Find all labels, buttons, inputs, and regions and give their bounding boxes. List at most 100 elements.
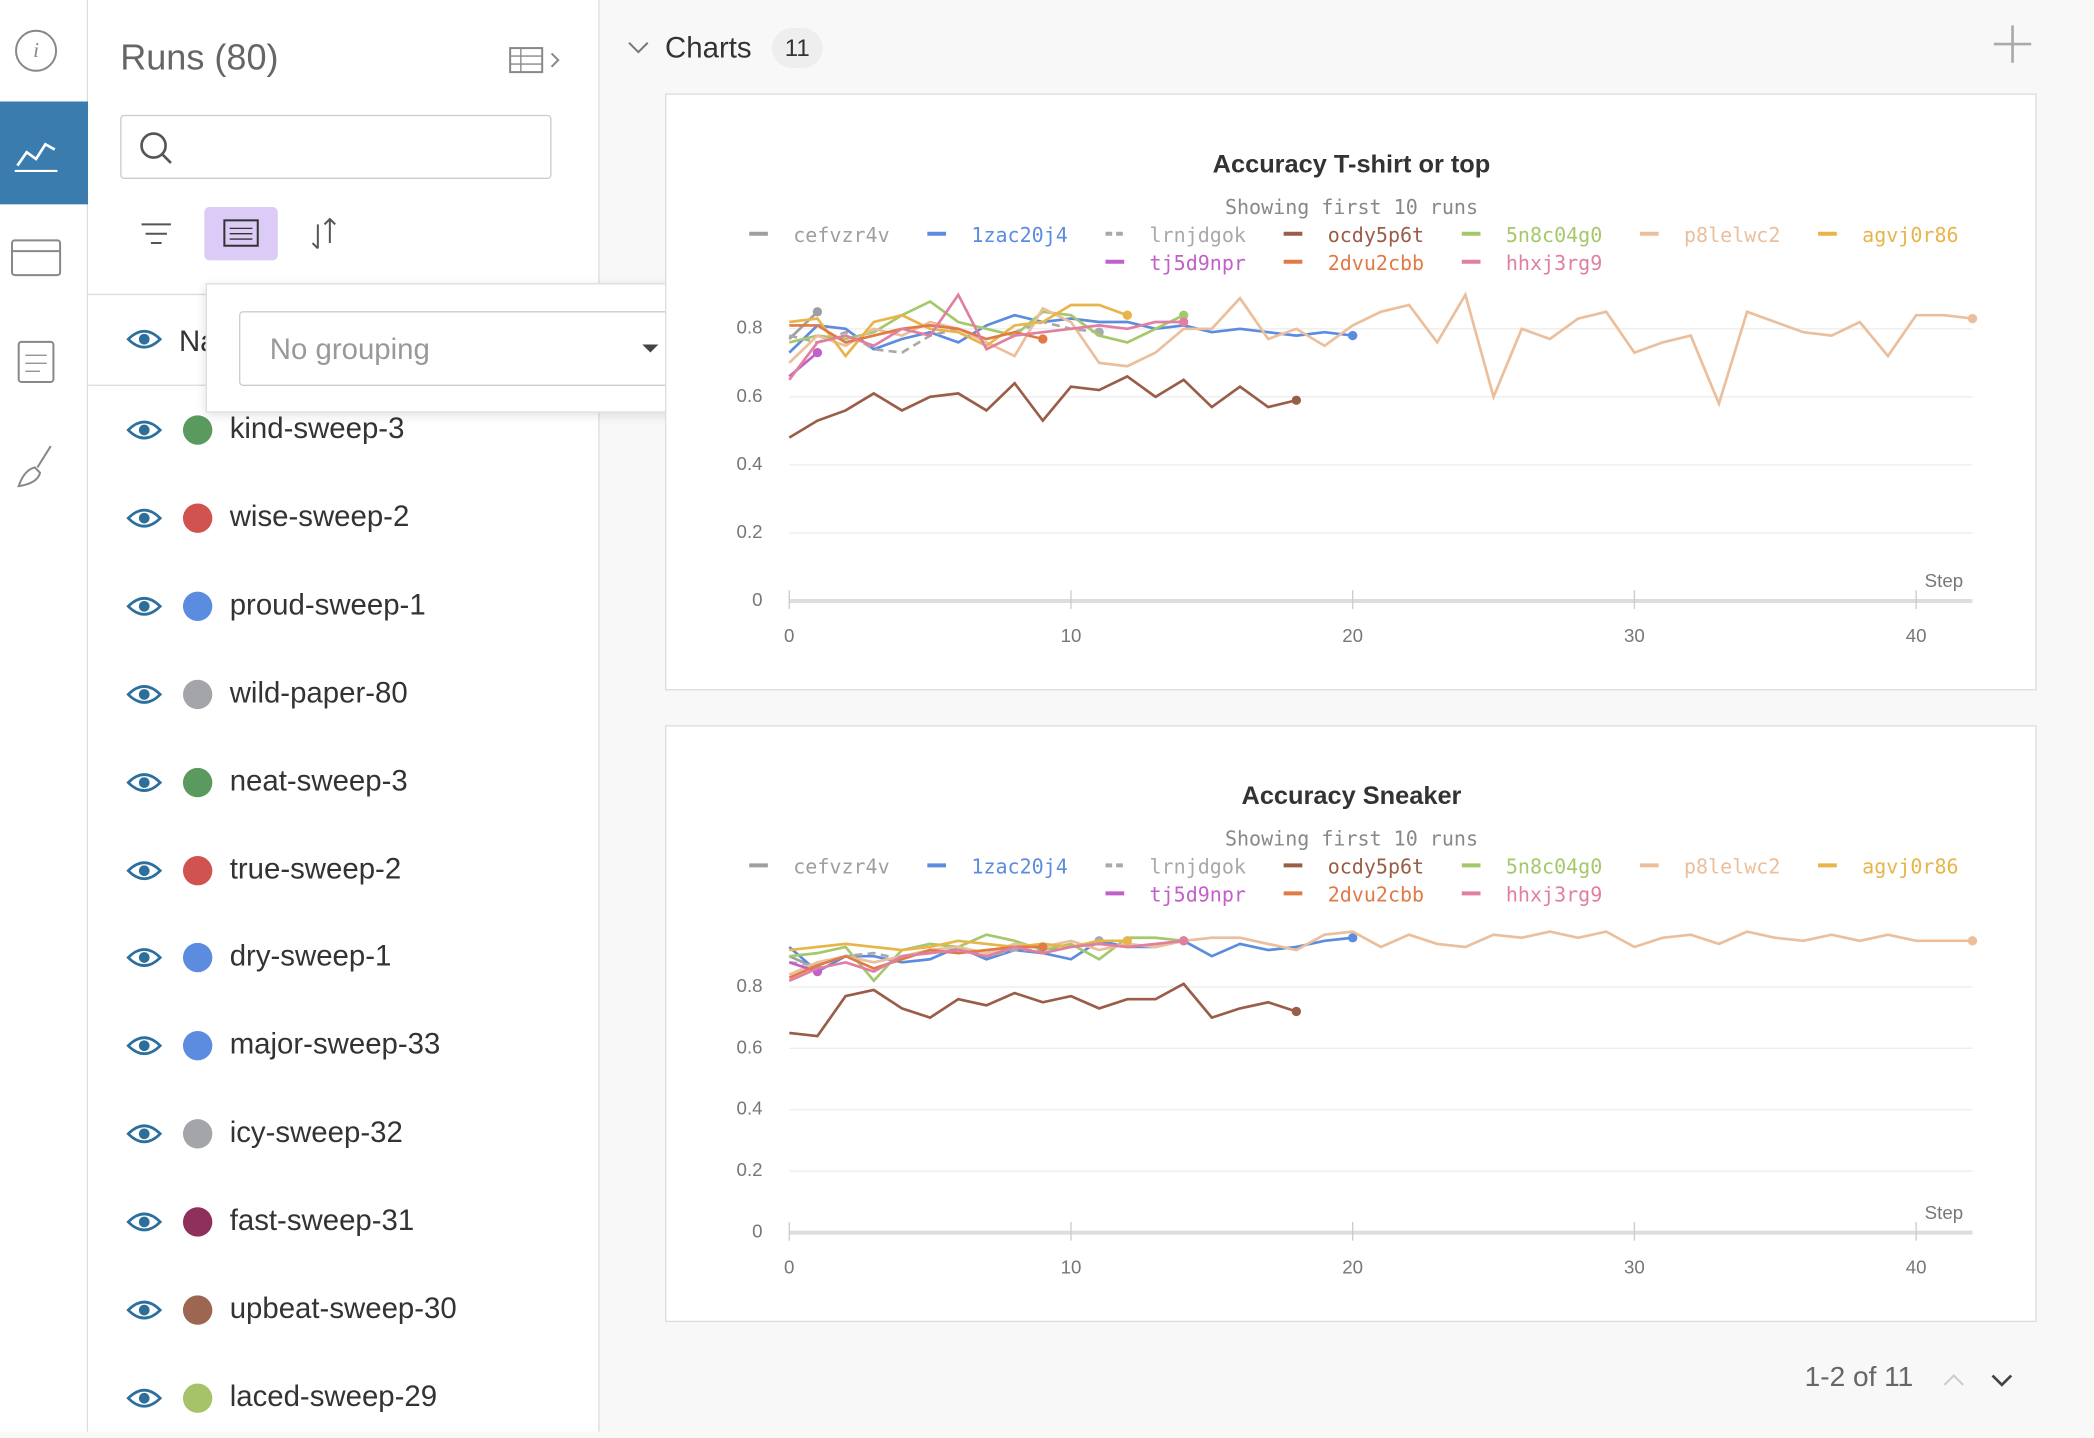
eye-icon[interactable] [126,508,163,528]
legend-label: tj5d9npr [1150,251,1246,275]
search-icon [140,132,172,164]
eye-pupil [138,1392,150,1404]
eye-pupil [138,333,150,345]
eye-pupil [138,1304,150,1316]
run-row: icy-sweep-32 [88,1094,598,1174]
eye-icon[interactable] [126,1124,163,1144]
grouping-popup: No grouping [205,283,719,413]
series-line [788,291,1973,408]
run-icons [126,679,213,709]
legend-label: lrnjdgok [1150,855,1246,879]
y-tick-label: 0.2 [737,1159,763,1180]
chart-panel: Accuracy Sneaker Showing first 10 runs cef… [665,725,2037,1323]
legend-label: hhxj3rg9 [1506,251,1602,275]
legend-label: tj5d9npr [1150,883,1246,907]
active-tab[interactable] [0,101,89,205]
run-name: proud-sweep-1 [229,587,426,621]
run-icons [126,591,213,621]
chart: Accuracy Sneaker Showing first 10 runs cef… [737,782,1978,1278]
grouping-value: No grouping [269,332,430,366]
run-name: upbeat-sweep-30 [229,1291,457,1325]
run-color [182,503,213,533]
eye-outline [126,329,163,349]
run-name: laced-sweep-29 [229,1379,438,1413]
search-icon-handle [161,153,172,164]
x-tick-label: 20 [1342,625,1363,646]
x-axis-label: Step [1925,570,1963,591]
eye-icon[interactable] [126,684,163,704]
run-icons [126,415,213,445]
run-row: true-sweep-2 [88,830,598,910]
eye-icon[interactable] [126,860,163,880]
search-box[interactable] [120,114,552,179]
page-up[interactable] [1943,1374,1964,1386]
run-icons [126,943,213,973]
run-color [182,943,213,973]
series-line [788,320,1100,354]
eye-icon[interactable] [126,1300,163,1320]
grouping-select[interactable]: No grouping [239,311,687,386]
series-end-dot [1038,942,1048,952]
run-row: laced-sweep-29 [88,1358,598,1438]
info-glyph: i [33,38,39,62]
table-toggle[interactable] [507,43,566,80]
run-row: major-sweep-33 [88,1006,598,1086]
legend-label: agvj0r86 [1862,855,1958,879]
icon-chevron [550,52,560,68]
chart-subtitle: Showing first 10 runs [1225,827,1478,851]
run-row: wild-paper-80 [88,654,598,734]
sort-icon[interactable] [311,217,336,250]
eye-icon[interactable] [126,326,166,353]
run-name: wise-sweep-2 [229,499,410,533]
legend-label: 2dvu2cbb [1328,251,1424,275]
series-line [788,300,1185,344]
pager-arrows [1943,1374,2013,1387]
eye-icon[interactable] [126,948,163,968]
page-down[interactable] [1991,1374,2013,1387]
charts-count: 11 [771,28,823,69]
eye-icon[interactable] [126,1036,163,1056]
eye-pupil [138,776,150,788]
legend-label: cefvzr4v [793,855,889,879]
nav-bar: i [0,0,89,1432]
series-end-dot [1967,936,1978,946]
run-color [182,415,213,445]
run-icons [126,1295,213,1325]
x-tick-label: 0 [784,1257,794,1278]
eye-icon[interactable] [126,1212,163,1232]
series-line [789,324,1044,344]
legend-label: ocdy5p6t [1328,855,1424,879]
add-chart[interactable] [1990,21,2035,66]
eye-icon[interactable] [126,420,163,440]
report-icon[interactable] [17,340,55,383]
eye-icon[interactable] [126,772,163,792]
series-end-dot [1178,317,1189,327]
run-row: upbeat-sweep-30 [88,1270,598,1350]
run-row: kind-sweep-3 [88,390,598,470]
plus-icon [1993,25,2032,63]
series-end-dot [1348,933,1358,943]
series-line [788,939,1184,982]
y-tick-label: 0.6 [737,385,763,406]
eye-icon[interactable] [126,596,163,616]
run-row: proud-sweep-1 [88,566,598,646]
series-end-dot [1122,310,1132,320]
sweep-icon[interactable] [17,445,52,488]
run-color [182,767,213,797]
y-tick-label: 0.8 [737,317,763,338]
x-tick-label: 10 [1061,1257,1082,1278]
eye-pupil [138,1128,150,1140]
run-icons [126,1383,213,1413]
eye-icon[interactable] [126,1388,163,1408]
series-end-dot [1967,313,1978,324]
info-icon[interactable] [15,29,58,72]
run-color [182,1383,213,1413]
legend-label: hhxj3rg9 [1506,883,1602,907]
collapse-chevron[interactable] [622,32,654,64]
legend-label: 1zac20j4 [971,223,1067,247]
series-line [789,982,1297,1038]
legend-label: agvj0r86 [1862,223,1958,247]
series-line [788,374,1297,439]
table-icon[interactable] [11,239,62,277]
